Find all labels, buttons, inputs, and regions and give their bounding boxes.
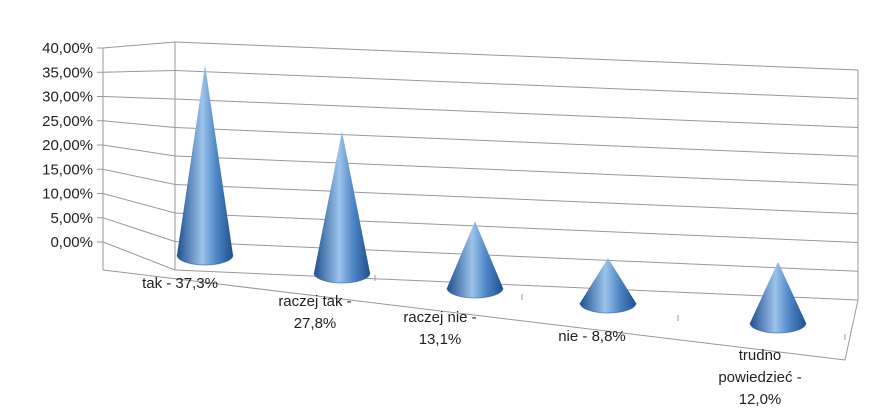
gridline-back	[174, 41, 859, 71]
y-axis: 0,00% 5,00% 10,00% 15,00% 20,00% 25,00% 30,00%…	[42, 40, 103, 251]
y-tick-label: 0,00%	[50, 234, 93, 251]
cone-1	[176, 65, 234, 266]
y-tick-label: 10,00%	[42, 186, 93, 203]
gridline-side	[102, 241, 176, 271]
gridline-side	[102, 120, 176, 128]
gridline-back	[174, 98, 859, 128]
floor-front-edge	[102, 269, 846, 361]
gridline-back	[174, 184, 859, 215]
floor-right-edge	[844, 299, 859, 361]
gridline-side	[102, 217, 176, 242]
gridline-back	[174, 70, 859, 100]
gridline-side	[102, 96, 176, 100]
cone-body	[580, 258, 636, 313]
cone-base	[446, 287, 504, 299]
category-labels: tak - 37,3% raczej tak -27,8% raczej nie -…	[142, 275, 802, 408]
gridline-back	[174, 127, 859, 157]
cone-3	[446, 221, 504, 299]
y-tick-label: 40,00%	[42, 40, 93, 57]
category-label: tak - 37,3%	[142, 275, 218, 292]
cones	[176, 65, 807, 334]
gridline-side	[102, 70, 176, 73]
gridline-side	[102, 168, 176, 185]
cone-base	[749, 322, 807, 334]
category-label: raczej nie -13,1%	[403, 309, 476, 348]
y-tick-label: 35,00%	[42, 64, 93, 81]
gridlines	[102, 41, 859, 361]
cone-2	[313, 131, 371, 284]
cone-body	[314, 131, 370, 283]
gridline-back	[174, 269, 859, 301]
category-label: nie - 8,8%	[558, 328, 626, 345]
cone-base	[579, 302, 637, 314]
y-tick-label: 5,00%	[50, 210, 93, 227]
category-label: trudno powiedzieć -12,0%	[718, 347, 801, 408]
gridline-back	[174, 155, 859, 186]
y-tick-label: 25,00%	[42, 113, 93, 130]
y-tick-label: 20,00%	[42, 137, 93, 154]
gridline-side	[102, 41, 176, 49]
gridline-side	[102, 193, 176, 214]
y-tick-label: 15,00%	[42, 161, 93, 178]
category-label: raczej tak -27,8%	[278, 293, 351, 332]
gridline-back	[174, 241, 859, 272]
cone-5	[749, 261, 807, 334]
cone-base	[176, 254, 234, 266]
gridline-side	[102, 144, 176, 157]
cone-body	[750, 261, 806, 333]
gridline-back	[174, 212, 859, 243]
cone-4	[579, 258, 637, 314]
cone-body	[447, 221, 503, 298]
cone-base	[313, 272, 371, 284]
y-tick-label: 30,00%	[42, 89, 93, 106]
cone-body	[177, 65, 233, 266]
